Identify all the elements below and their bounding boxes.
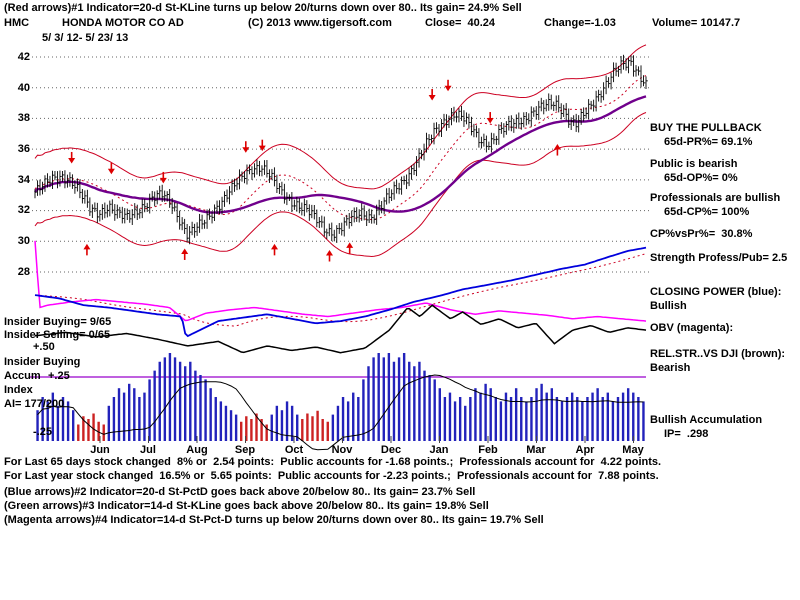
month-label: Apr (575, 444, 595, 456)
obv-label: OBV (magenta): (650, 322, 734, 334)
closing-power-status: Bullish (650, 300, 687, 312)
cp-vs-pr: CP%vsPr%= 30.8% (650, 228, 753, 240)
ip-value: IP= .298 (664, 428, 709, 440)
professional-sentiment: Professionals are bullish (650, 192, 781, 204)
copyright: (C) 2013 www.tigersoft.com (248, 17, 392, 29)
accum-scale-bottom: -.25 (33, 426, 52, 438)
strength-ratio: Strength Profess/Pub= 2.5 (650, 252, 788, 264)
accum-scale-mid: +.25 (48, 370, 70, 382)
stats-year: For Last year stock changed 16.5% or 5.6… (4, 470, 659, 482)
accum-index-label-3: Index (4, 384, 33, 396)
y-axis-label: 42 (17, 51, 30, 63)
date-range: 5/ 3/ 12- 5/ 23/ 13 (42, 32, 129, 44)
month-label: Oct (284, 444, 304, 456)
ticker-symbol: HMC (4, 17, 30, 29)
indicator3-legend: (Green arrows)#3 Indicator=14-d St-KLine… (4, 500, 489, 512)
month-label: Mar (526, 444, 546, 456)
rel-str-label: REL.STR..VS DJI (brown): (650, 348, 786, 360)
indicator2-legend: (Blue arrows)#2 Indicator=20-d St-PctD g… (4, 486, 476, 498)
indicator1-legend: (Red arrows)#1 Indicator=20-d St-KLine t… (4, 2, 522, 14)
close-value: Close= 40.24 (425, 17, 496, 29)
indicator4-legend: (Magenta arrows)#4 Indicator=14-d St-Pct… (4, 514, 544, 526)
cp-percent: 65d-CP%= 100% (664, 206, 750, 218)
month-label: May (622, 444, 644, 456)
y-axis-label: 30 (17, 235, 30, 247)
accum-scale-top: +.50 (33, 341, 55, 353)
y-axis-label: 28 (17, 266, 30, 278)
month-label: Aug (186, 444, 208, 456)
change-value: Change=-1.03 (544, 17, 616, 29)
y-axis-label: 40 (17, 82, 30, 94)
accum-index-label-1: Insider Buying (4, 356, 81, 368)
insider-buying-count: Insider Buying= 9/65 (4, 316, 112, 328)
rel-str-status: Bearish (650, 362, 691, 374)
month-label: Jan (429, 444, 449, 456)
company-name: HONDA MOTOR CO AD (62, 17, 184, 29)
y-axis-label: 36 (17, 143, 30, 155)
month-label: Dec (380, 444, 402, 456)
public-sentiment: Public is bearish (650, 158, 738, 170)
accum-index-value: AI= 177/200 (4, 398, 65, 410)
op-percent: 65d-OP%= 0% (664, 172, 738, 184)
month-label: Jun (90, 444, 110, 456)
y-axis-label: 34 (17, 174, 30, 186)
month-label: Sep (234, 444, 256, 456)
month-label: Feb (478, 444, 498, 456)
month-label: Jul (140, 444, 156, 456)
closing-power-label: CLOSING POWER (blue): (650, 286, 782, 298)
y-axis-label: 32 (17, 204, 30, 216)
accum-index-label-2: Accum (4, 370, 41, 382)
pr-percent: 65d-PR%= 69.1% (664, 136, 753, 148)
accumulation-status: Bullish Accumulation (650, 414, 763, 426)
volume-value: Volume= 10147.7 (652, 17, 741, 29)
stats-65day: For Last 65 days stock changed 8% or 2.5… (4, 456, 662, 468)
insider-selling-count: Insider Selling= 0/65 (4, 329, 111, 341)
month-label: Nov (331, 444, 353, 456)
buy-pullback-note: BUY THE PULLBACK (650, 122, 762, 134)
y-axis-label: 38 (17, 112, 30, 124)
